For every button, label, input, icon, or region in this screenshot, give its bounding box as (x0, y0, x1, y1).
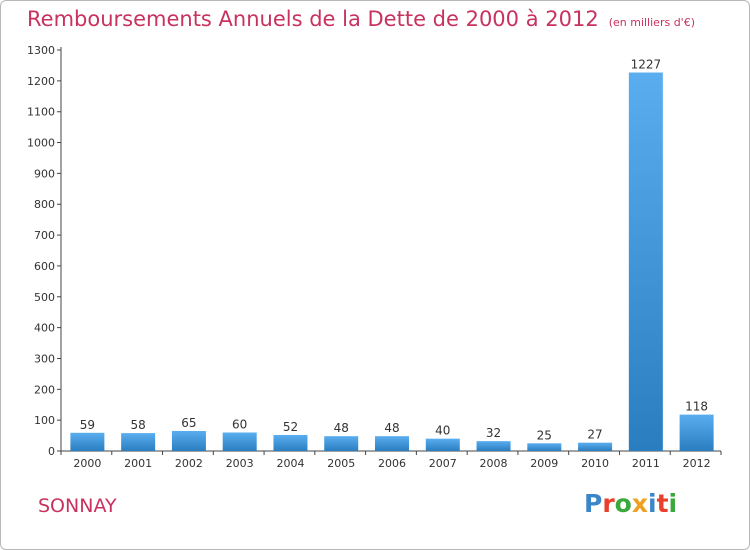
bar-2007 (425, 438, 460, 451)
data-label: 48 (334, 421, 349, 435)
bar-2004 (273, 434, 308, 451)
bars (70, 72, 714, 451)
x-tick-label: 2004 (276, 457, 304, 470)
data-label: 32 (486, 426, 501, 440)
data-label: 60 (232, 417, 247, 431)
bar-2001 (121, 433, 156, 451)
y-tick-label: 900 (34, 167, 55, 180)
y-tick-label: 1100 (27, 106, 55, 119)
bar-2009 (527, 443, 562, 451)
data-label: 58 (131, 418, 146, 432)
bar-2008 (476, 441, 511, 451)
x-tick-label: 2003 (226, 457, 254, 470)
y-tick-label: 400 (34, 322, 55, 335)
x-tick-label: 2007 (429, 457, 457, 470)
bar-2011 (628, 72, 663, 451)
data-label: 27 (587, 428, 602, 442)
data-label: 48 (384, 421, 399, 435)
y-tick-label: 1200 (27, 75, 55, 88)
x-tick-label: 2010 (581, 457, 609, 470)
data-label: 59 (80, 418, 95, 432)
logo-letter: P (584, 489, 603, 518)
x-tick-label: 2006 (378, 457, 406, 470)
y-tick-label: 700 (34, 229, 55, 242)
x-tick-label: 2009 (530, 457, 558, 470)
data-label: 65 (181, 416, 196, 430)
bar-2002 (171, 430, 206, 451)
bar-2006 (375, 436, 409, 451)
chart-title-text: Remboursements Annuels de la Dette de 20… (27, 7, 599, 31)
bar-2012 (679, 414, 714, 451)
x-tick-label: 2012 (683, 457, 711, 470)
y-tick-label: 300 (34, 352, 55, 365)
city-name: SONNAY (38, 495, 117, 517)
bar-2000 (70, 432, 105, 451)
y-tick-label: 1000 (27, 137, 55, 150)
y-tick-label: 200 (34, 383, 55, 396)
logo-letter: r (602, 489, 615, 518)
bar-2003 (222, 432, 257, 451)
logo-letter: i (648, 489, 657, 518)
y-tick-label: 600 (34, 260, 55, 273)
logo-letter: x (631, 489, 648, 518)
x-tick-label: 2008 (480, 457, 508, 470)
data-labels: 59 58 65 60 52 48 48 40 32 25 27 1227 118 (80, 58, 708, 443)
y-tick-label: 1300 (27, 44, 55, 57)
x-tick-label: 2002 (175, 457, 203, 470)
axes: 0 100 200 300 400 500 600 700 800 900 1000 1100 1200… (27, 44, 722, 470)
bar-2005 (324, 436, 359, 451)
data-label: 118 (685, 400, 708, 414)
y-tick-label: 800 (34, 198, 55, 211)
y-tick-label: 500 (34, 291, 55, 304)
logo-letter: o (614, 489, 632, 518)
y-tick-label: 0 (48, 445, 55, 458)
logo-letter: i (668, 489, 678, 518)
x-tick-label: 2001 (124, 457, 152, 470)
x-tick-label: 2000 (73, 457, 101, 470)
logo-letter: t (656, 489, 669, 518)
data-label: 52 (283, 420, 298, 434)
x-tick-label: 2011 (632, 457, 660, 470)
x-tick-label: 2005 (327, 457, 355, 470)
data-label: 25 (537, 428, 552, 442)
proxiti-logo: Proxiti (584, 489, 677, 518)
chart-subtitle: (en milliers d'€) (608, 16, 695, 29)
bar-2010 (578, 442, 613, 451)
chart-title: Remboursements Annuels de la Dette de 20… (27, 7, 695, 31)
data-label: 1227 (631, 58, 662, 72)
data-label: 40 (435, 424, 450, 438)
y-tick-label: 100 (34, 414, 55, 427)
